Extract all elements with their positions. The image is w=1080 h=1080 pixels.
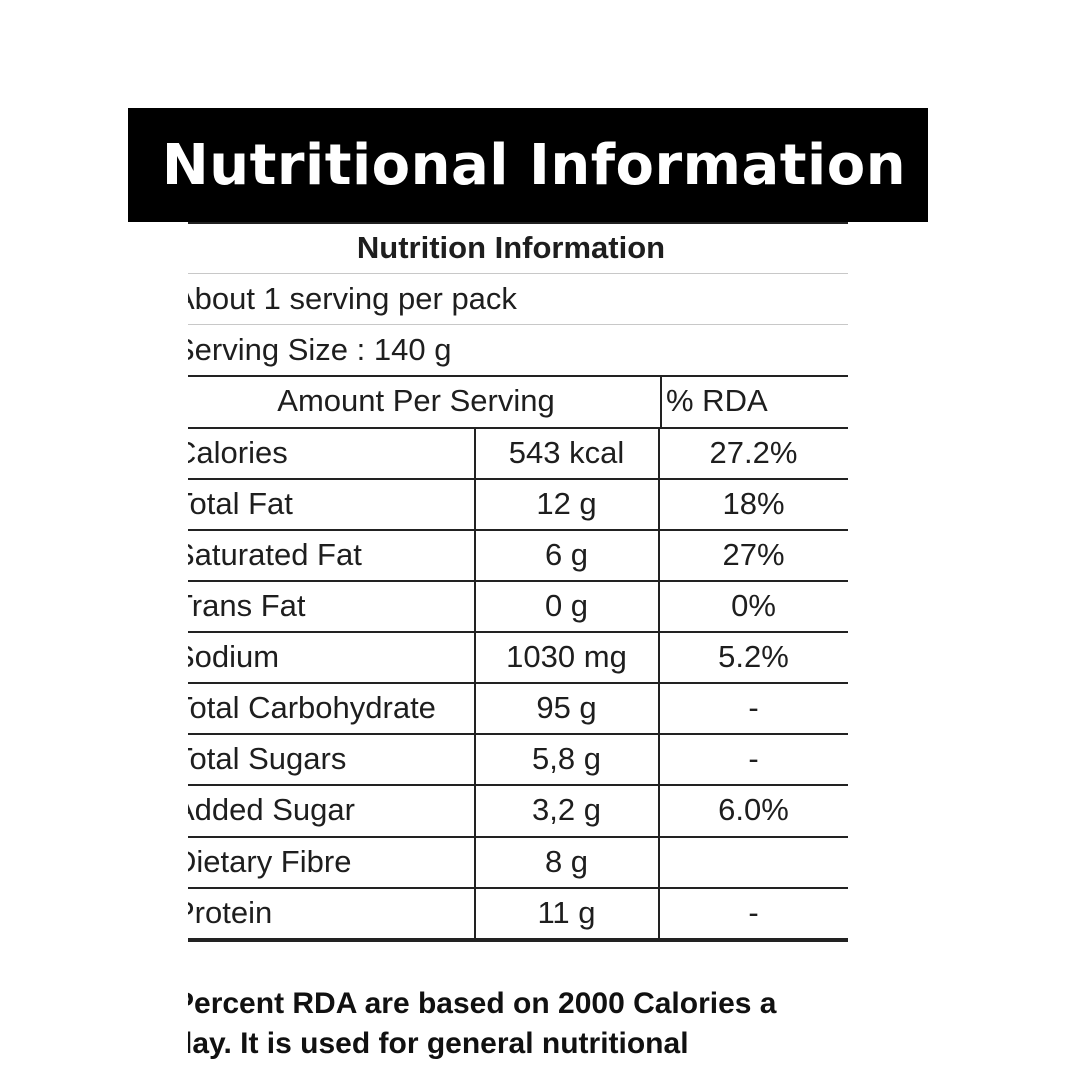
row-rule xyxy=(188,478,848,480)
row-total-fat-name: Total Fat xyxy=(188,478,474,529)
rule-top xyxy=(188,222,848,224)
nutrient-rda: 5.2% xyxy=(718,638,789,674)
row-total-fat-rda: 18% xyxy=(659,478,848,529)
banner-title: Nutritional Information xyxy=(161,132,907,198)
row-dietary-fibre-name: Dietary Fibre xyxy=(188,836,474,887)
nutrient-name: Total Sugars xyxy=(188,740,347,776)
row-added-sugar-rda: 6.0% xyxy=(659,784,848,835)
nutrient-amount: 12 g xyxy=(536,485,597,521)
footnote-line-1: Percent RDA are based on 2000 Calories a xyxy=(188,987,777,1020)
nutrient-name: Dietary Fibre xyxy=(188,843,352,879)
nutrient-name: Added Sugar xyxy=(188,791,355,827)
title-banner: Nutritional Information xyxy=(128,108,928,222)
nutrient-rda: - xyxy=(748,894,759,930)
nutrient-name: Total Carbohydrate xyxy=(188,689,436,725)
footnote-line-2: day. It is used for general nutritional xyxy=(188,1027,689,1060)
column-divider-amount xyxy=(474,427,476,938)
nutrient-rda: 0% xyxy=(731,587,776,623)
nutrient-amount: 1030 mg xyxy=(506,638,627,674)
rule-after-servings xyxy=(188,324,848,325)
header-rda-label: % RDA xyxy=(666,382,768,418)
row-sodium-name: Sodium xyxy=(188,631,474,682)
row-saturated-fat-rda: 27% xyxy=(659,529,848,580)
nutrient-name: Trans Fat xyxy=(188,587,306,623)
nutrition-label-crop: Nutrition Information About 1 serving pe… xyxy=(188,222,848,1080)
rule-before-table xyxy=(188,375,848,377)
row-added-sugar-name: Added Sugar xyxy=(188,784,474,835)
nutrient-name: Sodium xyxy=(188,638,280,674)
nutrient-rda: - xyxy=(748,689,759,725)
header-divider xyxy=(660,375,662,427)
nutrient-name: Total Fat xyxy=(188,485,293,521)
row-sodium-rda: 5.2% xyxy=(659,631,848,682)
row-total-fat-amount: 12 g xyxy=(474,478,659,529)
header-amount-label: Amount Per Serving xyxy=(277,382,555,418)
row-rule xyxy=(188,682,848,684)
row-dietary-fibre-amount: 8 g xyxy=(474,836,659,887)
row-total-sugars-rda: - xyxy=(659,733,848,784)
nutrient-name: Calories xyxy=(188,434,288,470)
nutrient-amount: 0 g xyxy=(544,587,589,623)
row-protein-name: Protein xyxy=(188,887,474,938)
row-calories-rda: 27.2% xyxy=(659,427,848,478)
nutrient-rda: 18% xyxy=(722,485,785,521)
row-calories-name: Calories xyxy=(188,427,474,478)
nutrient-name: Protein xyxy=(188,894,273,930)
nutrient-amount: 3,2 g xyxy=(532,791,601,827)
nutrient-name: Saturated Fat xyxy=(188,536,362,572)
rule-bottom xyxy=(188,938,848,942)
row-rule xyxy=(188,887,848,889)
row-trans-fat-name: Trans Fat xyxy=(188,580,474,631)
serving-size-row: Serving Size : 140 g xyxy=(188,324,451,375)
row-total-carbohydrate-name: Total Carbohydrate xyxy=(188,682,474,733)
row-total-carbohydrate-amount: 95 g xyxy=(474,682,659,733)
nutrient-amount: 543 kcal xyxy=(508,434,625,470)
rule-after-header xyxy=(188,427,848,429)
serving-size: Serving Size : 140 g xyxy=(188,331,452,367)
servings-per-pack: About 1 serving per pack xyxy=(188,280,517,316)
rule-after-title xyxy=(188,273,848,274)
row-total-sugars-amount: 5,8 g xyxy=(474,733,659,784)
row-rule xyxy=(188,733,848,735)
nutrient-rda: 27% xyxy=(722,536,785,572)
row-protein-rda: - xyxy=(659,887,848,938)
row-trans-fat-amount: 0 g xyxy=(474,580,659,631)
row-trans-fat-rda: 0% xyxy=(659,580,848,631)
row-added-sugar-amount: 3,2 g xyxy=(474,784,659,835)
row-saturated-fat-amount: 6 g xyxy=(474,529,659,580)
row-total-sugars-name: Total Sugars xyxy=(188,733,474,784)
row-rule xyxy=(188,580,848,582)
row-sodium-amount: 1030 mg xyxy=(474,631,659,682)
row-protein-amount: 11 g xyxy=(474,887,659,938)
row-saturated-fat-name: Saturated Fat xyxy=(188,529,474,580)
servings-row: About 1 serving per pack xyxy=(188,273,517,324)
nutrient-rda: 27.2% xyxy=(709,434,798,470)
row-rule xyxy=(188,631,848,633)
nutrient-amount: 11 g xyxy=(537,894,596,930)
row-dietary-fibre-rda xyxy=(659,836,848,887)
header-amount: Amount Per Serving xyxy=(188,375,658,426)
nutrient-rda: 6.0% xyxy=(718,791,789,827)
row-rule xyxy=(188,529,848,531)
label-title: Nutrition Information xyxy=(356,229,666,265)
row-calories-amount: 543 kcal xyxy=(474,427,659,478)
nutrient-amount: 95 g xyxy=(536,689,597,725)
column-divider-rda xyxy=(658,427,660,938)
nutrient-rda: - xyxy=(748,740,759,776)
row-total-carbohydrate-rda: - xyxy=(659,682,848,733)
row-rule xyxy=(188,836,848,838)
nutrient-amount: 6 g xyxy=(544,536,589,572)
label-title-row: Nutrition Information xyxy=(188,222,848,273)
header-rda: % RDA xyxy=(662,375,848,426)
nutrient-amount: 8 g xyxy=(544,843,589,879)
row-rule xyxy=(188,784,848,786)
nutrient-amount: 5,8 g xyxy=(532,740,601,776)
